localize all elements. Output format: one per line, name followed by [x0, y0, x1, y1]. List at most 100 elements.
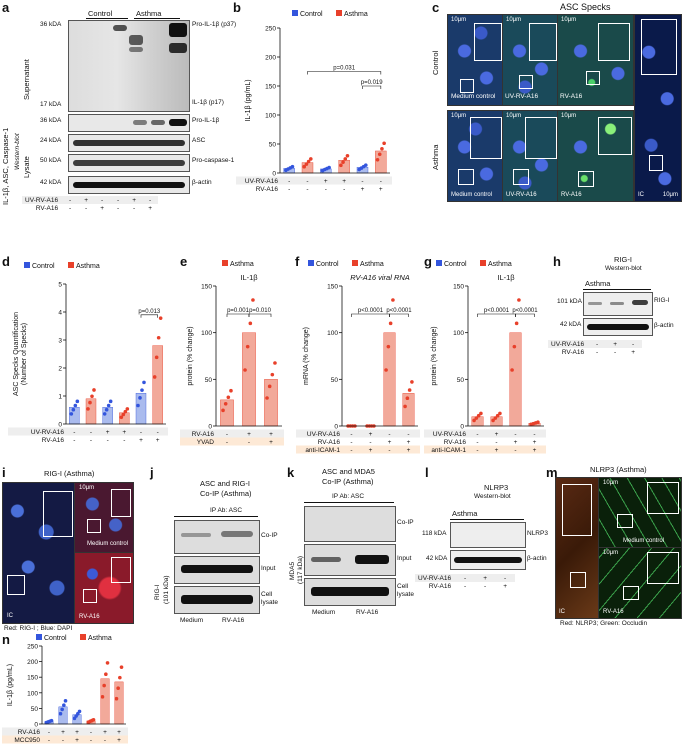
panel-a-label-pro-caspase1: Pro-caspase-1 [192, 157, 235, 164]
legend-swatch [80, 634, 86, 640]
panel-k-blot-lysate [304, 578, 396, 606]
panel-g-letter: g [424, 254, 432, 269]
treatment-value: - [133, 204, 136, 212]
treatment-value: - [90, 737, 92, 744]
panel-m-caption-medium: Medium control [623, 538, 665, 544]
panel-k-label-lysate: lysate [397, 591, 414, 598]
y-tick-label: 100 [453, 330, 464, 337]
data-point [243, 368, 247, 372]
treatment-value: - [140, 429, 142, 436]
treatment-value: - [117, 196, 120, 204]
data-point [309, 157, 313, 161]
panel-d-letter: d [2, 254, 10, 269]
scale-bar-label: 10μm [561, 17, 577, 23]
treatment-name: UV-RV-A16 [551, 340, 585, 348]
treatment-name: MCC950 [14, 737, 40, 744]
p-value: p=0.013 [138, 309, 161, 315]
panel-j-ylab: RIG-I [154, 584, 162, 600]
panel-j-blot-input [174, 556, 260, 584]
y-axis-label: IL-1β (pg/mL) [7, 664, 14, 706]
data-point [158, 316, 163, 320]
data-point [391, 298, 395, 302]
y-tick-label: 0 [334, 424, 338, 431]
panel-e-chart: Asthma IL-1β 0 50 100 150 protein (% change) p=… [180, 260, 284, 446]
treatment-value: + [407, 447, 411, 454]
treatment-value: - [73, 437, 75, 444]
treatment-name: anti-ICAM-1 [305, 447, 340, 454]
treatment-name: UV-RV-A16 [25, 196, 59, 204]
panel-l-blot-bactin [450, 550, 526, 570]
legend-label: Control [44, 635, 67, 642]
treatment-row-bg [424, 429, 546, 438]
legend-label: Asthma [344, 11, 368, 18]
zoom-inset [470, 117, 502, 159]
y-axis-label: ASC Specks Quantification [13, 312, 20, 396]
panel-m-caption-rva16: RV-A16 [603, 609, 624, 615]
data-point [58, 711, 63, 716]
treatment-row: RV-A16 - - + - - + [22, 204, 158, 212]
panel-i-image-rva16: RV-A16 [74, 552, 134, 624]
legend-swatch [352, 260, 358, 266]
data-point [382, 141, 386, 146]
treatment-value: + [407, 439, 411, 446]
data-point [156, 335, 161, 340]
data-point [63, 699, 68, 703]
treatment-value: - [350, 447, 352, 454]
data-point [102, 412, 107, 416]
data-point [75, 399, 80, 404]
panel-c-title: ASC Specks [560, 2, 611, 12]
zoom-box [460, 79, 474, 93]
zoom-inset [641, 19, 677, 75]
p-value: p<0.0001 [358, 308, 384, 314]
chart-title: RV-A16 viral RNA [350, 273, 410, 282]
legend-label: Asthma [76, 263, 100, 270]
y-tick-label: 100 [327, 330, 338, 337]
data-point [343, 157, 348, 161]
y-tick-label: 50 [31, 706, 39, 713]
panel-a-side-sub: Western-blot [14, 133, 21, 170]
p-value: p=0.001 [227, 308, 250, 314]
treatment-value: + [369, 431, 373, 438]
blot-band [221, 531, 253, 537]
treatment-value: - [90, 429, 92, 436]
data-point [386, 344, 391, 349]
chart-title: IL-1β [497, 273, 515, 282]
data-point [221, 408, 225, 413]
panel-l-group: Asthma [452, 509, 478, 518]
data-point [77, 709, 82, 714]
legend-label: Asthma [360, 261, 384, 268]
panel-e-letter: e [180, 254, 188, 269]
panel-m-footer: Red: NLRP3; Green: Occludin [560, 620, 648, 627]
data-point [114, 696, 119, 701]
panel-m-image-medium: 10μm Medium control [598, 477, 682, 549]
treatment-value: + [533, 439, 537, 446]
data-point [229, 388, 233, 393]
panel-h-blot-bactin [583, 318, 653, 336]
scale-bar-label: 10μm [451, 113, 467, 119]
treatment-value: - [361, 178, 363, 185]
scale-bar-label: 10μm [79, 485, 95, 491]
legend-swatch [336, 10, 342, 16]
treatment-value: - [306, 178, 308, 185]
panel-c-letter: c [432, 0, 440, 15]
blot-band [632, 300, 648, 305]
treatment-value: - [248, 439, 250, 446]
data-point [410, 380, 414, 384]
panel-f-letter: f [295, 254, 300, 269]
data-point [265, 396, 269, 400]
treatment-value: - [495, 439, 497, 446]
data-point [405, 396, 410, 401]
data-point [345, 153, 350, 158]
panel-a-label-pro-il1b: Pro-IL-1β [192, 117, 220, 124]
data-point [69, 412, 74, 416]
zoom-inset [525, 117, 557, 159]
y-axis-label: protein (% change) [187, 326, 194, 385]
panel-j-letter: j [150, 465, 154, 480]
panel-h-subtitle: Western-blot [605, 265, 642, 272]
legend-label: Asthma [88, 635, 112, 642]
blot-band [73, 160, 185, 166]
treatment-value: + [495, 447, 499, 454]
data-point [108, 399, 113, 404]
blot-band [151, 120, 165, 125]
treatment-value: + [117, 737, 121, 744]
